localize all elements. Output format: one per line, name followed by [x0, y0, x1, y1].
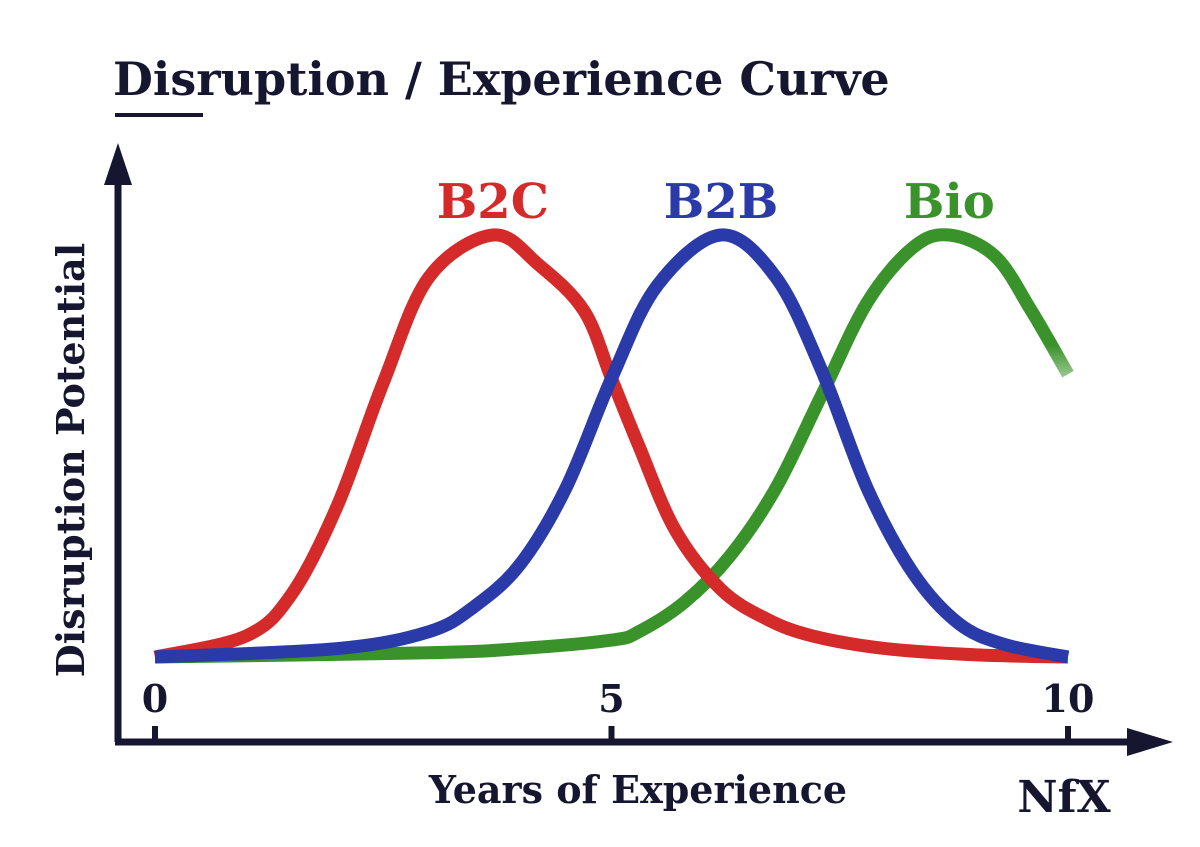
label-b2c: B2C — [437, 174, 549, 230]
series-labels: Bio B2C B2B — [437, 174, 995, 230]
y-axis-label: Disruption Potential — [48, 243, 93, 678]
curves — [153, 228, 1085, 664]
x-axis-arrow — [1127, 728, 1173, 756]
bio-fade — [1035, 340, 1085, 420]
curve-b2c — [153, 228, 1069, 664]
nfx-logo: NfX — [1017, 772, 1111, 823]
x-axis-label: Years of Experience — [428, 767, 847, 812]
x-tick-label: 0 — [142, 676, 168, 721]
x-ticks: 0 5 10 — [142, 676, 1095, 742]
label-b2b: B2B — [664, 174, 779, 230]
x-tick-label: 10 — [1042, 676, 1095, 721]
title-underline — [115, 113, 203, 117]
curve-bio — [154, 228, 1074, 664]
label-bio: Bio — [904, 174, 995, 230]
y-axis-arrow — [104, 143, 132, 185]
x-tick-label: 5 — [598, 676, 624, 721]
chart-title: Disruption / Experience Curve — [113, 52, 890, 106]
curve-b2b — [154, 228, 1070, 664]
